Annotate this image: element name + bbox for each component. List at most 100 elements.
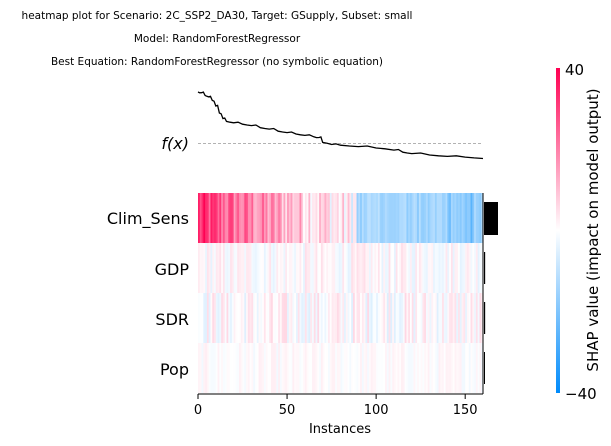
heatmap-cell <box>390 243 393 293</box>
heatmap-cell <box>328 193 331 243</box>
heatmap-cell <box>274 193 277 243</box>
heatmap-cell <box>262 193 265 243</box>
heatmap-cell <box>228 343 231 393</box>
heatmap-cell <box>208 293 211 343</box>
heatmap-cell <box>271 243 274 293</box>
heatmap-cell <box>299 243 302 293</box>
heatmap-cell <box>240 343 243 393</box>
heatmap-cell <box>454 193 457 243</box>
heatmap-cell <box>459 343 463 393</box>
heatmap-cell <box>231 293 235 343</box>
heatmap-cell <box>237 193 240 243</box>
heatmap-cell <box>347 343 350 393</box>
heatmap-cell <box>313 293 316 343</box>
heatmap-cell <box>198 343 201 393</box>
heatmap-cell <box>198 293 201 343</box>
heatmap-cell <box>315 193 318 243</box>
heatmap-cell <box>303 343 306 393</box>
heatmap-cell <box>276 193 279 243</box>
heatmap-cell <box>340 193 343 243</box>
heatmap-cell <box>445 243 448 293</box>
heatmap-cell <box>474 243 477 293</box>
heatmap-cell <box>205 193 208 243</box>
heatmap-cell <box>474 293 477 343</box>
heatmap-cell <box>438 193 441 243</box>
heatmap-cell <box>219 343 222 393</box>
heatmap-cell <box>237 343 240 393</box>
heatmap-cell <box>470 293 473 343</box>
heatmap-cell <box>408 193 411 243</box>
heatmap-cell <box>411 293 414 343</box>
heatmap-cell <box>226 243 229 293</box>
heatmap-cell <box>383 293 386 343</box>
heatmap-cell <box>461 243 464 293</box>
colorbar: 40 −40 SHAP value (impact on model outpu… <box>556 61 602 403</box>
heatmap-cell <box>429 343 432 393</box>
heatmap-cell <box>215 343 218 393</box>
heatmap-cell <box>242 343 245 393</box>
heatmap-cell <box>265 343 268 393</box>
heatmap-cell <box>271 293 274 343</box>
heatmap-cell <box>344 343 347 393</box>
x-axis-label: Instances <box>309 422 371 437</box>
heatmap-cell <box>449 343 452 393</box>
heatmap-cell <box>205 293 208 343</box>
heatmap-cell <box>299 293 302 343</box>
heatmap-cell <box>369 193 372 243</box>
heatmap-cell <box>360 193 363 243</box>
heatmap-cell <box>310 343 313 393</box>
heatmap-cell <box>335 293 338 343</box>
heatmap-cell <box>324 343 327 393</box>
heatmap-cell <box>222 243 226 293</box>
heatmap-cell <box>231 193 235 243</box>
heatmap-cell <box>450 193 454 243</box>
heatmap-cell <box>215 193 218 243</box>
heatmap-cell <box>397 343 400 393</box>
heatmap-cell <box>306 293 309 343</box>
heatmap-cell <box>267 293 270 343</box>
heatmap-cell <box>251 343 254 393</box>
heatmap-cell <box>231 343 235 393</box>
heatmap-cell <box>420 243 423 293</box>
heatmap-cell <box>299 343 302 393</box>
heatmap-cell <box>345 343 349 393</box>
heatmap-cell <box>292 343 295 393</box>
heatmap-cell <box>450 343 454 393</box>
heatmap-cell <box>276 243 279 293</box>
heatmap-cell <box>258 243 261 293</box>
heatmap-cell <box>279 193 283 243</box>
heatmap-cell <box>385 193 388 243</box>
heatmap-cell <box>290 193 293 243</box>
heatmap-cell <box>426 343 429 393</box>
heatmap-cell <box>445 193 448 243</box>
heatmap-cell <box>406 343 409 393</box>
heatmap-cell <box>402 243 406 293</box>
heatmap-cell <box>265 193 268 243</box>
colorbar-label: SHAP value (impact on model output) <box>584 88 602 371</box>
heatmap-cell <box>287 343 290 393</box>
heatmap-cell <box>281 193 284 243</box>
heatmap-cell <box>466 293 470 343</box>
heatmap-cell <box>306 193 309 243</box>
heatmap-cell <box>281 343 284 393</box>
heatmap-cell <box>461 293 464 343</box>
heatmap-cell <box>479 243 482 293</box>
heatmap-cell <box>427 293 430 343</box>
heatmap-cell <box>251 293 254 343</box>
heatmap-cell <box>306 243 309 293</box>
heatmap-cell <box>409 343 413 393</box>
heatmap-cell <box>351 343 354 393</box>
heatmap-cell <box>449 193 452 243</box>
heatmap-cell <box>354 243 357 293</box>
heatmap-cell <box>347 293 350 343</box>
heatmap-cell <box>358 193 361 243</box>
heatmap-cell <box>212 193 215 243</box>
heatmap-cell <box>461 193 464 243</box>
colorbar-gradient <box>556 68 560 393</box>
heatmap-cell <box>312 193 315 243</box>
heatmap-cell <box>429 193 432 243</box>
heatmap-cell <box>267 343 270 393</box>
heatmap-cell <box>221 293 224 343</box>
heatmap-cell <box>377 343 381 393</box>
